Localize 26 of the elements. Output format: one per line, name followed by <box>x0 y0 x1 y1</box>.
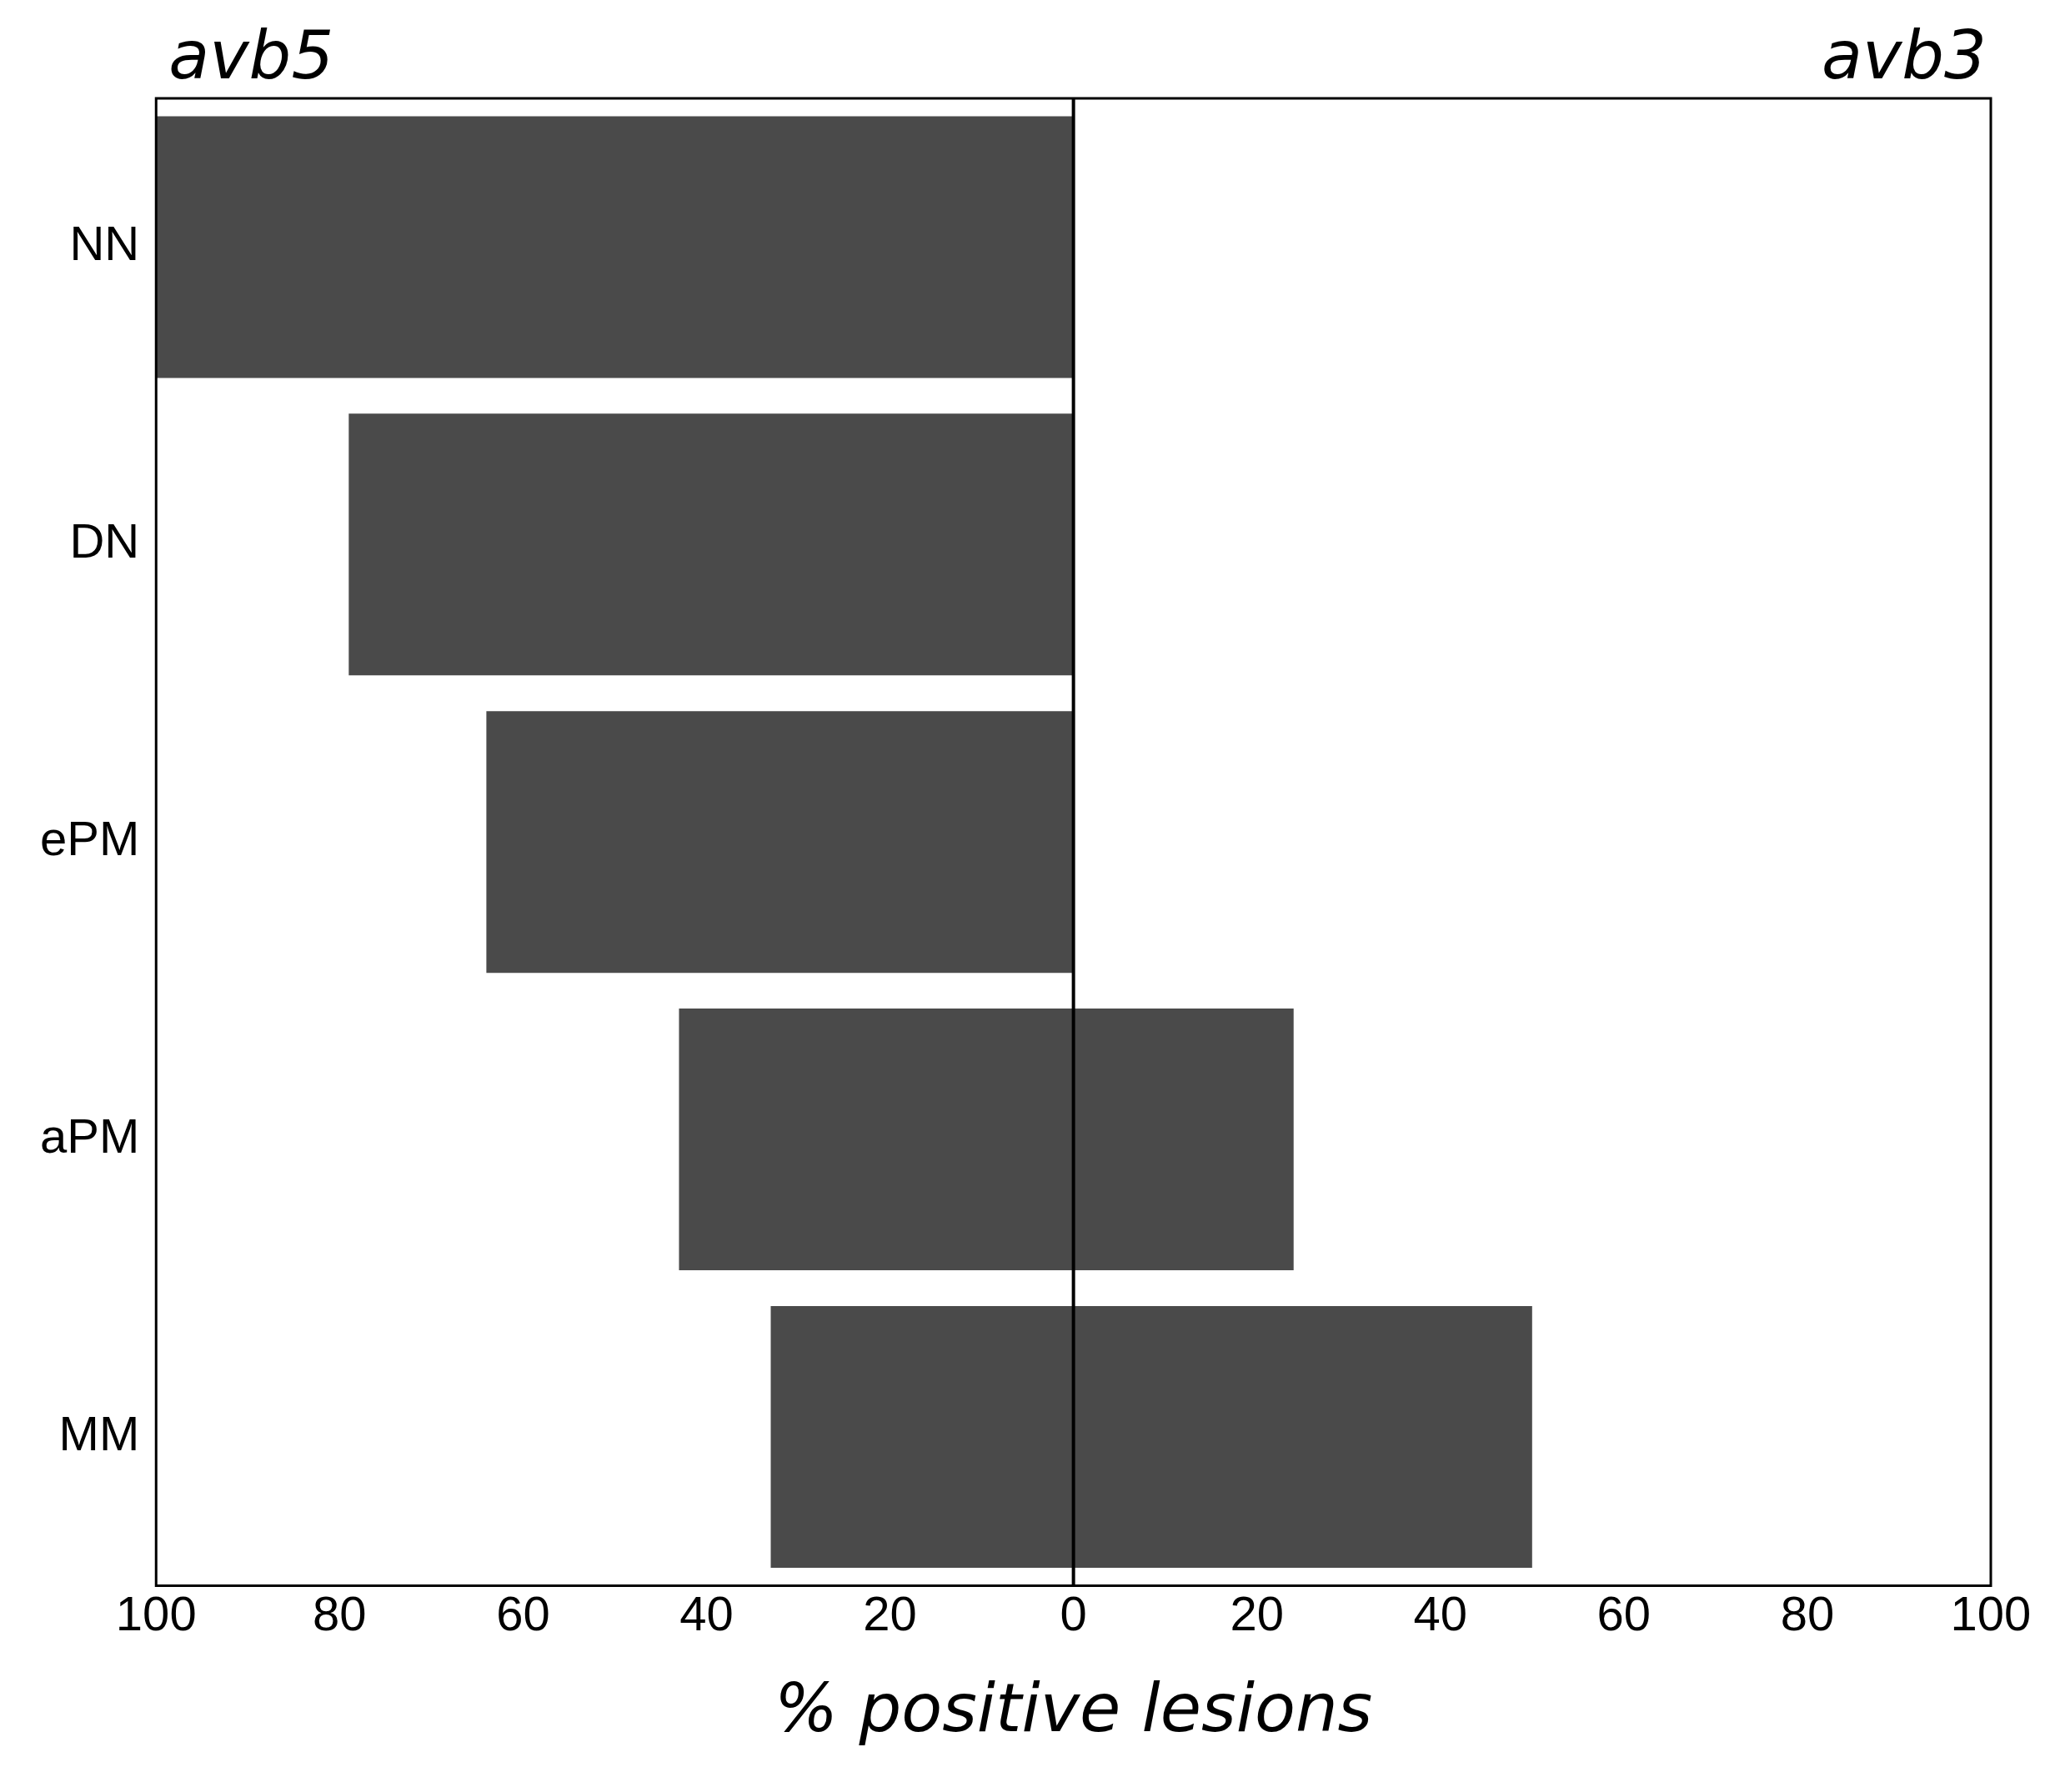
bar <box>486 711 1074 974</box>
x-axis-title: % positive lesions <box>774 1669 1373 1747</box>
bar <box>1073 1009 1294 1271</box>
x-tick-label: 100 <box>1950 1586 2032 1641</box>
x-tick-label: 0 <box>1060 1586 1087 1641</box>
y-tick-label: MM <box>58 1405 140 1460</box>
x-tick-label: 100 <box>115 1586 197 1641</box>
x-tick-label: 80 <box>313 1586 367 1641</box>
bar <box>156 116 1074 378</box>
y-tick-label: NN <box>69 216 140 271</box>
x-tick-label: 60 <box>1596 1586 1652 1641</box>
x-tick-label: 40 <box>1413 1586 1468 1641</box>
x-tick-label: 20 <box>1230 1586 1284 1641</box>
text: avb3 <box>1821 16 1987 94</box>
bar <box>348 413 1074 676</box>
x-tick-label: 20 <box>863 1586 917 1641</box>
y-tick-label: aPM <box>39 1109 140 1164</box>
x-tick-label: 80 <box>1780 1586 1835 1641</box>
bar <box>770 1305 1074 1568</box>
bar <box>679 1009 1074 1271</box>
x-tick-label: 60 <box>496 1586 550 1641</box>
text: avb5 <box>168 16 334 94</box>
y-tick-label: ePM <box>39 811 140 866</box>
y-tick-label: DN <box>69 513 140 568</box>
bar <box>1073 1305 1532 1568</box>
x-tick-label: 40 <box>679 1586 734 1641</box>
